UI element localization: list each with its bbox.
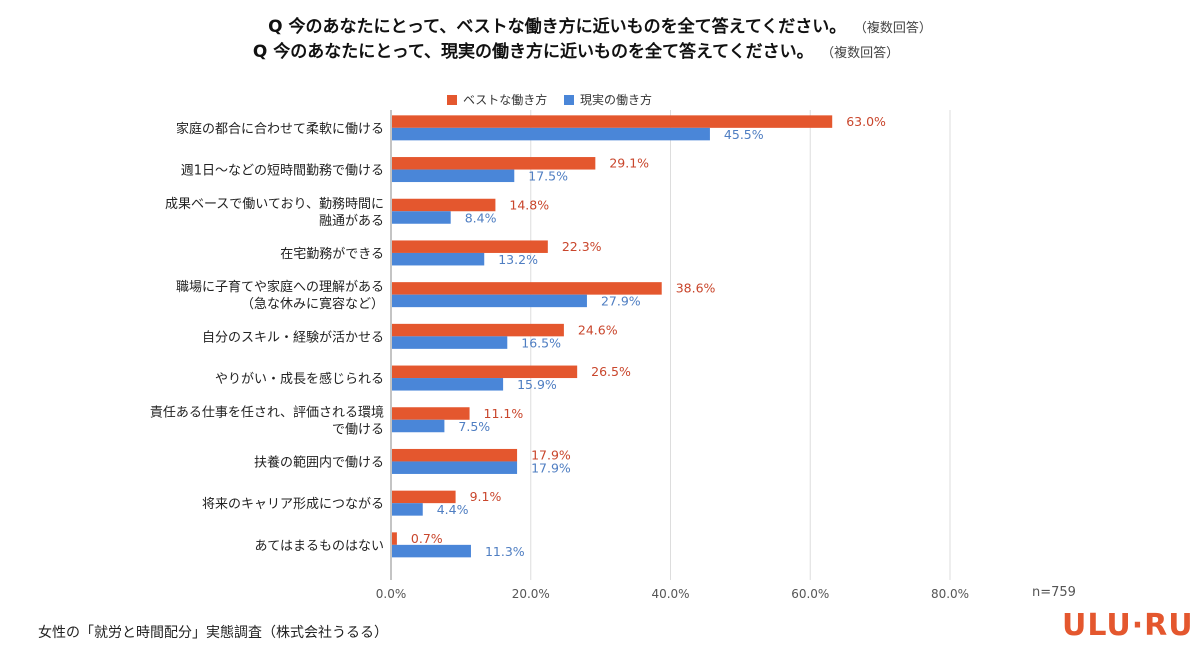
- bar-best: [392, 282, 662, 295]
- bar-real: [392, 461, 518, 474]
- bar-best: [392, 407, 470, 420]
- title-question-real: Q 今のあなたにとって、現実の働き方に近いものを全て答えてください。: [252, 42, 814, 62]
- bar-real: [392, 544, 471, 558]
- data-label-real: 11.3%: [485, 544, 525, 559]
- category-label: 融通がある: [319, 214, 384, 229]
- category-label: 自分のスキル・経験が活かせる: [202, 330, 384, 345]
- brand-logo: ULU·RU: [1062, 608, 1194, 643]
- data-label-real: 13.2%: [498, 252, 538, 267]
- data-label-real: 17.9%: [531, 460, 571, 475]
- bar-real: [392, 252, 485, 266]
- data-label-best: 38.6%: [676, 281, 716, 296]
- category-label: 家庭の都合に合わせて柔軟に働ける: [176, 121, 384, 137]
- category-label: やりがい・成長を感じられる: [215, 371, 384, 387]
- data-label-best: 14.8%: [509, 197, 549, 212]
- category-label: 成果ベースで働いており、勤務時間に: [165, 197, 384, 212]
- category-label: 将来のキャリア形成につながる: [202, 497, 384, 512]
- legend-swatch-best: [447, 95, 457, 105]
- category-label: で働ける: [332, 422, 384, 437]
- x-tick-label: 20.0%: [512, 587, 550, 601]
- data-label-real: 15.9%: [517, 377, 557, 392]
- legend-label-best: ベストな働き方: [463, 92, 547, 107]
- bar-real: [392, 503, 423, 516]
- data-label-best: 11.1%: [484, 406, 524, 421]
- data-label-real: 4.4%: [437, 502, 469, 517]
- data-label-best: 24.6%: [578, 322, 618, 337]
- bar-best: [392, 198, 496, 212]
- title-question-best: Q 今のあなたにとって、ベストな働き方に近いものを全て答えてください。: [268, 17, 847, 37]
- bar-real: [392, 336, 508, 349]
- data-label-best: 9.1%: [470, 489, 502, 504]
- source-caption: 女性の「就労と時間配分」実態調査（株式会社うるる）: [38, 625, 388, 641]
- bar-real: [392, 378, 504, 391]
- x-tick-label: 0.0%: [376, 587, 407, 601]
- bar-real: [392, 294, 587, 308]
- sample-size-label: n=759: [1032, 585, 1076, 600]
- legend-label-real: 現実の働き方: [580, 92, 652, 107]
- data-label-best: 63.0%: [846, 114, 886, 129]
- data-label-best: 0.7%: [411, 531, 443, 546]
- category-label: あてはまるものはない: [255, 539, 384, 554]
- data-label-best: 17.9%: [531, 447, 571, 462]
- bar-real: [392, 169, 515, 183]
- x-tick-label: 40.0%: [651, 587, 689, 601]
- bar-real: [392, 127, 710, 141]
- category-label: 扶養の範囲内で働ける: [254, 454, 384, 470]
- x-tick-label: 80.0%: [931, 587, 969, 601]
- category-label: 在宅勤務ができる: [280, 247, 384, 262]
- bar-best: [392, 448, 518, 462]
- data-label-real: 17.5%: [528, 169, 568, 184]
- data-label-real: 8.4%: [465, 210, 497, 225]
- bar-real: [392, 419, 445, 433]
- data-label-real: 27.9%: [601, 294, 641, 309]
- chart-title-line2: Q 今のあなたにとって、現実の働き方に近いものを全て答えてください。 （複数回答）: [0, 37, 1176, 62]
- category-label: 責任ある仕事を任され、評価される環境: [150, 405, 384, 420]
- data-label-real: 16.5%: [521, 335, 561, 350]
- bar-best: [392, 532, 397, 545]
- title-note-best: （複数回答）: [860, 21, 932, 36]
- category-label: 週1日～などの短時間勤務で働ける: [181, 164, 384, 179]
- x-tick-label: 60.0%: [791, 587, 829, 601]
- data-label-best: 29.1%: [609, 156, 649, 171]
- title-note-real: （複数回答）: [827, 46, 900, 61]
- chart-title-line1: Q 今のあなたにとって、ベストな働き方に近いものを全て答えてください。 （複数回答…: [0, 12, 1200, 37]
- bar-best: [392, 365, 578, 379]
- bar-best: [392, 115, 833, 128]
- data-label-real: 45.5%: [724, 127, 764, 142]
- legend-swatch-real: [564, 95, 574, 105]
- data-label-real: 7.5%: [458, 419, 490, 434]
- data-label-best: 22.3%: [562, 239, 602, 254]
- bar-best: [392, 240, 548, 253]
- bar-best: [392, 490, 456, 504]
- category-label: 職場に子育てや家庭への理解がある: [176, 279, 384, 295]
- bar-real: [392, 211, 451, 224]
- bar-best: [392, 157, 596, 170]
- category-label: （急な休みに寛容など）: [241, 296, 384, 312]
- bar-best: [392, 323, 564, 337]
- data-label-best: 26.5%: [591, 364, 631, 379]
